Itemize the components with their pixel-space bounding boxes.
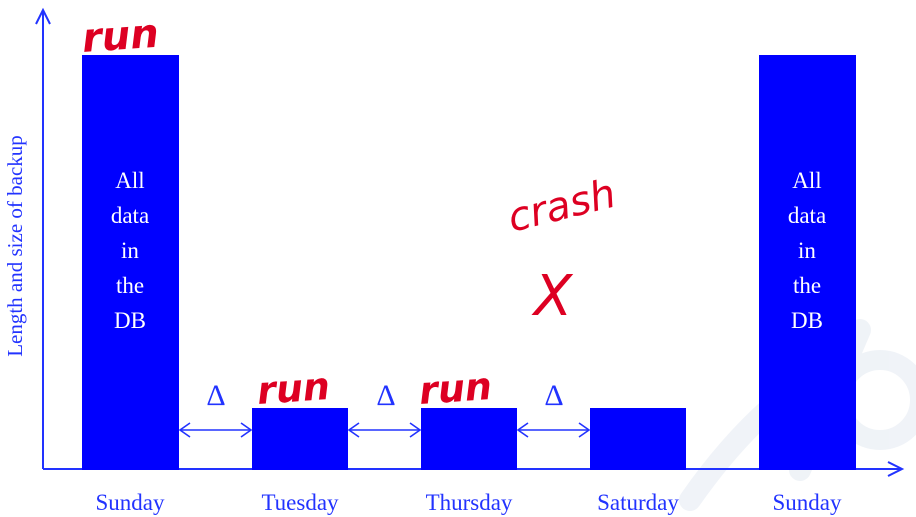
day-label: Thursday: [426, 490, 513, 515]
delta-symbol: Δ: [376, 379, 395, 412]
full-backup-line: in: [798, 238, 816, 263]
full-backup-line: data: [111, 203, 149, 228]
x-axis-day-labels: Sunday Tuesday Thursday Saturday Sunday: [96, 490, 843, 515]
bar-saturday-incremental: [590, 408, 686, 470]
full-backup-line: the: [116, 273, 144, 298]
bar-tuesday-incremental: [252, 408, 348, 470]
full-backup-line: in: [121, 238, 139, 263]
full-backup-label-1: All data in the DB: [111, 168, 149, 333]
annotation-crash: crash: [503, 171, 620, 242]
full-backup-line: DB: [791, 308, 823, 333]
full-backup-line: data: [788, 203, 826, 228]
day-label: Saturday: [597, 490, 679, 515]
bar-sunday-next-full-backup: [759, 55, 856, 470]
x-axis-arrowhead: [887, 461, 905, 477]
bar-sunday-full-backup: [82, 55, 179, 470]
delta-arrow-3: [516, 422, 591, 438]
full-backup-line: All: [792, 168, 821, 193]
day-label: Sunday: [96, 490, 166, 515]
delta-symbol: Δ: [206, 379, 225, 412]
y-axis-label: Length and size of backup: [3, 135, 27, 357]
annotation-run-tuesday: run: [256, 364, 332, 413]
delta-symbol: Δ: [544, 379, 563, 412]
day-label: Tuesday: [261, 490, 339, 515]
bar-thursday-incremental: [421, 408, 517, 470]
delta-arrow-1: [178, 422, 253, 438]
y-axis-arrowhead: [35, 7, 51, 25]
full-backup-line: All: [115, 168, 144, 193]
full-backup-line: the: [793, 273, 821, 298]
delta-arrow-2: [347, 422, 422, 438]
full-backup-label-2: All data in the DB: [788, 168, 826, 333]
delta-arrows: [178, 422, 591, 438]
annotation-run-thursday: run: [418, 364, 494, 413]
annotation-crash-mark: X: [531, 264, 574, 329]
annotation-run-sunday: run: [80, 11, 160, 62]
day-label: Sunday: [773, 490, 843, 515]
full-backup-line: DB: [114, 308, 146, 333]
